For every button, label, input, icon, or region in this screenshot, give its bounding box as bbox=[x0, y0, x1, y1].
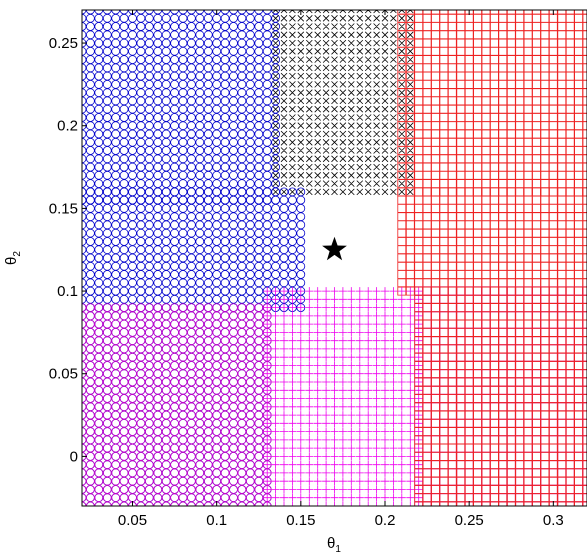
y-tick-label: 0.25 bbox=[49, 35, 78, 52]
x-tick-label: 0.1 bbox=[206, 512, 227, 529]
scatter-point-circle bbox=[82, 303, 272, 506]
series-circle-5 bbox=[82, 303, 272, 506]
y-tick-label: 0 bbox=[70, 448, 78, 465]
scatter-point-circle bbox=[82, 187, 306, 312]
series-square-9 bbox=[414, 286, 587, 506]
x-tick-label: 0.2 bbox=[375, 512, 396, 529]
scatter-point-x bbox=[272, 10, 414, 196]
x-tick-label: 0.15 bbox=[286, 512, 315, 529]
x-tick-label: 0.05 bbox=[118, 512, 147, 529]
y-tick-label: 0.15 bbox=[49, 200, 78, 217]
x-tick-label: 0.3 bbox=[543, 512, 564, 529]
series-plus-7 bbox=[263, 287, 423, 506]
y-axis-label: θ2 bbox=[3, 251, 23, 265]
x-axis-label: θ1 bbox=[327, 535, 341, 555]
series-x-1 bbox=[272, 10, 414, 196]
y-tick-label: 0.1 bbox=[57, 283, 78, 300]
series-circle-3 bbox=[82, 187, 306, 312]
series-circle-0 bbox=[82, 10, 281, 205]
star-marker bbox=[322, 236, 347, 261]
series-square-2 bbox=[397, 10, 587, 197]
scatter-point-circle bbox=[82, 10, 281, 205]
scatter-point-plus bbox=[263, 287, 423, 506]
scatter-point-square bbox=[397, 187, 587, 296]
scatter-point-circle bbox=[82, 303, 272, 506]
y-tick-label: 0.05 bbox=[49, 366, 78, 383]
series-square-4 bbox=[397, 187, 587, 296]
axis-ticks: 0.05 0.1 0.15 0.2 0.25 0.3 0 0.05 0.1 0.15 0.2 0.25 bbox=[49, 10, 564, 529]
series-circle-6 bbox=[82, 303, 272, 506]
scatter-point-square bbox=[414, 286, 587, 506]
x-tick-label: 0.25 bbox=[455, 512, 484, 529]
scatter-point-square bbox=[397, 10, 587, 197]
plot-area bbox=[82, 10, 587, 506]
y-tick-label: 0.2 bbox=[57, 118, 78, 135]
plot-frame bbox=[81, 9, 587, 507]
